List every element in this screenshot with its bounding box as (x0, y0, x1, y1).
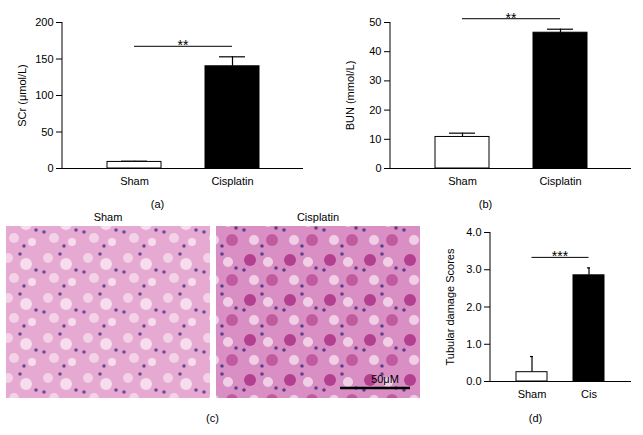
svg-text:***: *** (552, 248, 569, 264)
svg-text:10: 10 (369, 133, 381, 145)
svg-text:Sham: Sham (518, 388, 547, 400)
svg-text:50: 50 (369, 16, 381, 28)
svg-text:30: 30 (369, 74, 381, 86)
svg-text:Cis: Cis (581, 388, 597, 400)
html-text:(c): (c) (206, 412, 219, 424)
svg-text:Tubular damage Scores: Tubular damage Scores (444, 248, 456, 365)
svg-text:0: 0 (375, 162, 381, 174)
svg-text:SCr (μmol/L): SCr (μmol/L) (16, 64, 28, 127)
svg-text:50: 50 (41, 126, 53, 138)
svg-text:2.0: 2.0 (466, 301, 481, 313)
svg-text:Cisplatin: Cisplatin (539, 175, 581, 187)
svg-text:Cisplatin: Cisplatin (297, 211, 339, 223)
svg-text:200: 200 (35, 16, 53, 28)
svg-text:0: 0 (47, 162, 53, 174)
svg-text:4.0: 4.0 (466, 226, 481, 238)
html-text:(a): (a) (150, 198, 165, 210)
svg-text:BUN (mmol/L): BUN (mmol/L) (344, 61, 356, 131)
html-text:(b): (b) (478, 198, 493, 210)
svg-text:150: 150 (35, 53, 53, 65)
svg-text:**: ** (178, 37, 189, 53)
svg-text:Sham: Sham (94, 211, 123, 223)
svg-text:0.0: 0.0 (466, 375, 481, 387)
svg-text:50μM: 50μM (371, 373, 399, 385)
svg-text:1.0: 1.0 (466, 338, 481, 350)
svg-text:Sham: Sham (448, 175, 477, 187)
svg-text:Sham: Sham (120, 175, 149, 187)
svg-text:3.0: 3.0 (466, 263, 481, 275)
html-text:(d): (d) (528, 412, 543, 424)
svg-text:20: 20 (369, 104, 381, 116)
svg-text:Cisplatin: Cisplatin (211, 175, 253, 187)
svg-text:100: 100 (35, 89, 53, 101)
svg-text:**: ** (506, 10, 517, 26)
svg-text:40: 40 (369, 45, 381, 57)
